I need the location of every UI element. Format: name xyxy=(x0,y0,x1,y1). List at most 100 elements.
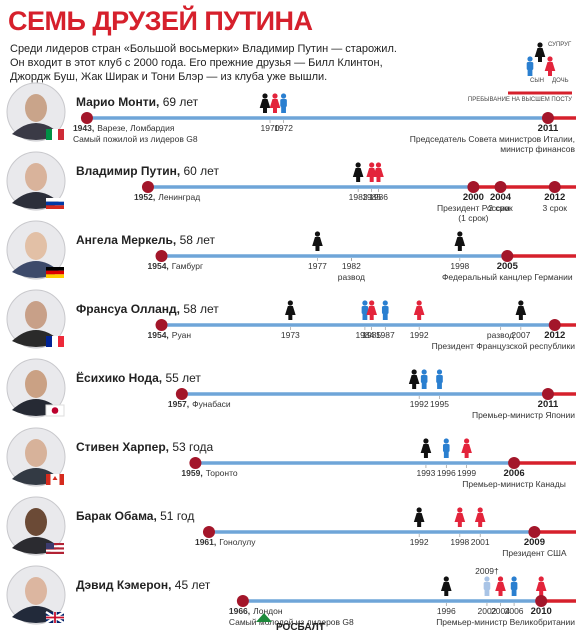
icon-legs xyxy=(382,313,388,320)
event-label: 1998 xyxy=(450,537,469,547)
birth-place: Гамбург xyxy=(172,261,203,271)
icon-legs xyxy=(527,69,533,76)
birth-dot xyxy=(189,457,202,469)
title: СЕМЬ ДРУЗЕЙ ПУТИНА xyxy=(8,5,313,36)
birth-dot xyxy=(175,388,188,400)
leader-name: Стивен Харпер, 53 года xyxy=(76,440,214,454)
icon-body xyxy=(544,62,556,71)
son-icon xyxy=(526,56,534,76)
birth-year: 1954, xyxy=(148,261,169,271)
birth-info: 1954, Руан xyxy=(148,330,192,340)
icon-body xyxy=(285,306,296,315)
son-icon xyxy=(483,576,491,596)
icon-head xyxy=(484,576,490,582)
icon-head xyxy=(464,438,470,444)
icon-body xyxy=(483,582,491,590)
icon-head xyxy=(355,162,361,168)
daughter-icon xyxy=(373,162,384,182)
portrait-face xyxy=(25,301,47,329)
icon-legs xyxy=(376,177,381,182)
spouse-icon xyxy=(352,162,364,182)
office-year: 2006 xyxy=(504,468,525,479)
icon-head xyxy=(314,231,321,237)
flag-side xyxy=(59,474,64,485)
icon-body xyxy=(373,168,384,177)
icon-body xyxy=(442,444,450,452)
event-label: 1986 xyxy=(369,192,388,202)
office-dot xyxy=(501,250,514,262)
leader-name-text: Владимир Путин, xyxy=(76,164,180,178)
office-year: 2010 xyxy=(531,606,552,617)
office-year: 2005 xyxy=(497,261,519,272)
icon-legs xyxy=(457,522,462,527)
leader-row: Марио Монти, 69 лет 1943, Варезе, Ломбарди… xyxy=(6,82,576,154)
icon-head xyxy=(369,162,375,168)
birth-info: 1952, Ленинград xyxy=(134,192,200,202)
icon-body xyxy=(454,513,466,522)
office-dot xyxy=(494,181,507,193)
birth-place: Лондон xyxy=(253,606,283,616)
icon-legs xyxy=(356,177,361,182)
flag-leaf xyxy=(52,476,58,480)
portrait-face xyxy=(25,370,47,398)
daughter-icon xyxy=(474,507,486,527)
flag-stripe xyxy=(52,129,58,140)
icon-head xyxy=(272,93,278,99)
daughter-icon xyxy=(461,438,472,458)
office-year: 2011 xyxy=(538,123,559,134)
icon-legs xyxy=(423,453,428,458)
office-title: Президент Французской республики xyxy=(432,341,576,351)
portrait-face xyxy=(25,577,47,605)
birth-place: Фунабаси xyxy=(192,399,231,409)
icon-legs xyxy=(498,591,503,596)
spouse-icon xyxy=(408,369,420,389)
leader-row: Барак Обама, 51 год 1961, Гонолулу 1992 1998… xyxy=(6,496,576,558)
icon-body xyxy=(361,306,369,314)
icon-head xyxy=(411,369,417,375)
event-label: 1973 xyxy=(281,330,300,340)
flag-stripe xyxy=(46,545,64,548)
flag-stripe xyxy=(46,274,64,278)
leader-age: 69 лет xyxy=(159,95,198,109)
icon-head xyxy=(518,300,524,306)
office-title: министр финансов xyxy=(500,144,575,154)
event-label: развод xyxy=(338,272,365,282)
flag-stripe xyxy=(46,543,64,546)
office-year: 2000 xyxy=(463,192,484,203)
birth-info: 1959, Торонто xyxy=(181,468,237,478)
spouse-icon xyxy=(420,438,432,458)
icon-body xyxy=(436,375,443,383)
son-icon xyxy=(381,300,389,320)
event-label: 1985 xyxy=(362,330,381,340)
office-year: 2012 xyxy=(544,192,565,203)
icon-legs xyxy=(369,177,374,182)
icon-body xyxy=(413,513,425,522)
icon-legs xyxy=(273,108,277,113)
office-dot xyxy=(548,319,561,331)
office-dot xyxy=(541,388,554,400)
event-label: 1985 xyxy=(362,192,381,202)
daughter-icon xyxy=(269,93,281,113)
logo: РОСБАЛТ xyxy=(256,613,325,633)
birth-year: 1952, xyxy=(134,192,155,202)
portrait-face xyxy=(25,439,47,467)
icon-body xyxy=(420,375,428,383)
event-label: 2007 xyxy=(511,330,530,340)
flag-stripe xyxy=(52,336,58,347)
flag-stripe xyxy=(58,129,64,140)
daughter-icon xyxy=(544,56,556,76)
portrait-face xyxy=(25,163,47,191)
flag xyxy=(46,267,64,278)
birth-dot xyxy=(141,181,154,193)
portrait-face xyxy=(25,232,47,260)
event-label: 1992 xyxy=(410,537,429,547)
icon-body xyxy=(510,582,518,590)
flag-stripe xyxy=(46,201,64,206)
icon-head xyxy=(538,576,544,582)
icon-head xyxy=(443,438,449,444)
icon-body xyxy=(515,306,527,315)
spouse-icon xyxy=(454,231,466,251)
office-title: Президент США xyxy=(502,548,567,558)
